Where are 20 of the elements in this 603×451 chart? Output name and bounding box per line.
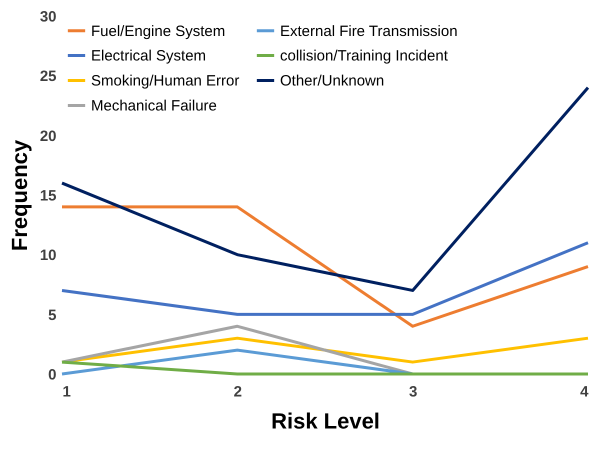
x-tick-label: 3 [408,384,418,400]
x-tick-label: 4 [580,384,590,400]
y-tick-label: 10 [40,247,56,264]
legend-label: Fuel/Engine System [91,22,226,40]
y-tick-label: 25 [40,68,56,86]
y-tick-label: 30 [40,8,56,26]
x-tick-label: 2 [234,384,242,400]
legend-label: Electrical System [91,48,206,64]
x-axis-title: Risk Level [271,408,380,434]
y-axis-title: Frequency [6,139,32,252]
y-tick-label: 0 [48,366,56,384]
legend-label: External Fire Transmission [280,22,458,40]
y-tick-label: 5 [48,306,56,324]
y-tick-label: 20 [40,128,56,145]
y-tick-label: 15 [40,188,56,204]
legend-label: Other/Unknown [280,72,384,90]
x-tick-label: 1 [62,384,71,400]
legend-label: Smoking/Human Error [91,72,240,90]
legend-label: Mechanical Failure [91,98,217,114]
legend-label: collision/Training Incident [280,48,449,64]
